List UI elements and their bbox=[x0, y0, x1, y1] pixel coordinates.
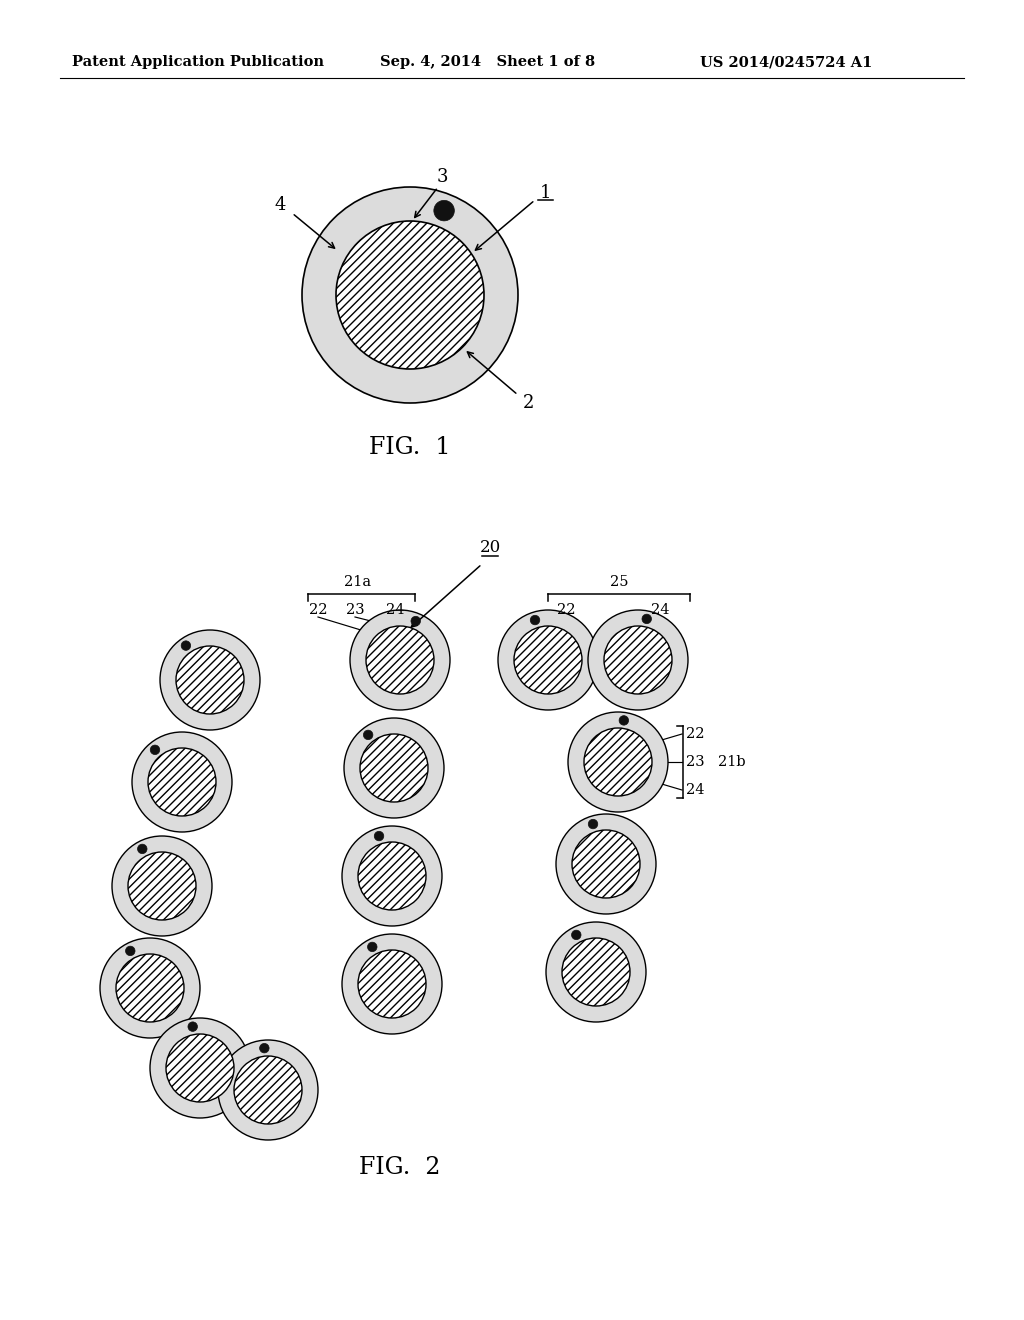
Text: 22: 22 bbox=[309, 603, 328, 616]
Circle shape bbox=[260, 1043, 269, 1053]
Circle shape bbox=[572, 830, 640, 898]
Circle shape bbox=[642, 614, 651, 623]
Text: 22: 22 bbox=[686, 727, 705, 741]
Circle shape bbox=[126, 946, 135, 956]
Circle shape bbox=[342, 935, 442, 1034]
Circle shape bbox=[116, 954, 184, 1022]
Circle shape bbox=[498, 610, 598, 710]
Text: 25: 25 bbox=[609, 576, 629, 589]
Circle shape bbox=[584, 729, 652, 796]
Circle shape bbox=[342, 826, 442, 927]
Text: 23: 23 bbox=[686, 755, 705, 770]
Circle shape bbox=[568, 711, 668, 812]
Circle shape bbox=[218, 1040, 318, 1140]
Circle shape bbox=[588, 610, 688, 710]
Text: FIG.  1: FIG. 1 bbox=[370, 437, 451, 459]
Text: 22: 22 bbox=[557, 603, 575, 616]
Circle shape bbox=[368, 942, 377, 952]
Text: 21b: 21b bbox=[718, 755, 745, 770]
Text: 24: 24 bbox=[386, 603, 404, 616]
Circle shape bbox=[364, 730, 373, 739]
Circle shape bbox=[151, 744, 160, 755]
Circle shape bbox=[344, 718, 444, 818]
Circle shape bbox=[358, 950, 426, 1018]
Circle shape bbox=[530, 615, 540, 624]
Circle shape bbox=[374, 832, 384, 841]
Text: 2: 2 bbox=[522, 393, 534, 412]
Circle shape bbox=[350, 610, 450, 710]
Circle shape bbox=[302, 187, 518, 403]
Circle shape bbox=[181, 640, 190, 651]
Circle shape bbox=[571, 931, 581, 940]
Circle shape bbox=[366, 626, 434, 694]
Circle shape bbox=[148, 748, 216, 816]
Circle shape bbox=[188, 1022, 198, 1031]
Circle shape bbox=[358, 842, 426, 909]
Text: 23: 23 bbox=[346, 603, 365, 616]
Circle shape bbox=[100, 939, 200, 1038]
Circle shape bbox=[176, 645, 244, 714]
Circle shape bbox=[562, 939, 630, 1006]
Text: FIG.  2: FIG. 2 bbox=[359, 1156, 440, 1180]
Text: 24: 24 bbox=[650, 603, 670, 616]
Text: 3: 3 bbox=[436, 168, 447, 186]
Text: 1: 1 bbox=[540, 183, 551, 202]
Circle shape bbox=[588, 820, 598, 829]
Circle shape bbox=[604, 626, 672, 694]
Circle shape bbox=[166, 1034, 234, 1102]
Circle shape bbox=[137, 845, 147, 854]
Circle shape bbox=[514, 626, 582, 694]
Circle shape bbox=[128, 851, 196, 920]
Text: Patent Application Publication: Patent Application Publication bbox=[72, 55, 324, 69]
Circle shape bbox=[556, 814, 656, 913]
Circle shape bbox=[150, 1018, 250, 1118]
Circle shape bbox=[336, 220, 484, 370]
Circle shape bbox=[160, 630, 260, 730]
Circle shape bbox=[620, 715, 629, 725]
Text: US 2014/0245724 A1: US 2014/0245724 A1 bbox=[700, 55, 872, 69]
Circle shape bbox=[234, 1056, 302, 1125]
Circle shape bbox=[411, 616, 421, 626]
Text: 21a: 21a bbox=[344, 576, 371, 589]
Text: 4: 4 bbox=[274, 195, 286, 214]
Text: 24: 24 bbox=[686, 783, 705, 797]
Circle shape bbox=[112, 836, 212, 936]
Text: Sep. 4, 2014   Sheet 1 of 8: Sep. 4, 2014 Sheet 1 of 8 bbox=[380, 55, 595, 69]
Circle shape bbox=[132, 733, 232, 832]
Circle shape bbox=[360, 734, 428, 803]
Text: 20: 20 bbox=[479, 540, 501, 557]
Circle shape bbox=[546, 921, 646, 1022]
Circle shape bbox=[434, 201, 455, 220]
